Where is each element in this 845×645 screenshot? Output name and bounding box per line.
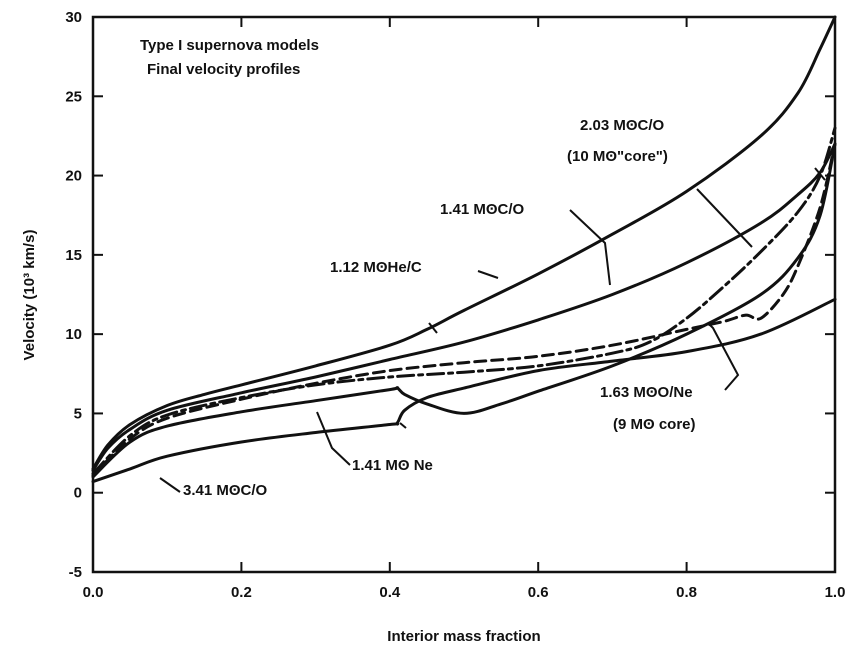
y-tick-label: 25 bbox=[65, 88, 82, 105]
x-axis-label: Interior mass fraction bbox=[387, 628, 540, 645]
x-tick-label: 0.0 bbox=[83, 584, 104, 601]
x-tick-label: 0.2 bbox=[231, 584, 252, 601]
annot-1-63-one-core: (9 Mʘ core) bbox=[613, 416, 696, 433]
y-tick-label: 10 bbox=[65, 326, 82, 343]
axis-ticks: 0.0 0.2 0.4 0.6 0.8 1.0 -5 0 5 10 15 20 25 30 bbox=[65, 9, 845, 601]
chart-title: Type I supernova models bbox=[140, 37, 319, 54]
annot-2-03-co-core: (10 Mʘ"core") bbox=[567, 148, 668, 165]
break-mark-top bbox=[814, 167, 826, 181]
plot-frame bbox=[91, 15, 837, 574]
leader-1-41-co-upper bbox=[569, 209, 611, 286]
leader-3-41-co bbox=[159, 477, 181, 493]
annot-3-41-co: 3.41 MʘC/O bbox=[183, 482, 268, 499]
break-mark-hec bbox=[428, 322, 438, 334]
series-line-0 bbox=[91, 15, 837, 471]
leader-1-12-hec bbox=[477, 270, 499, 279]
series-line-2 bbox=[91, 126, 837, 476]
series-group bbox=[91, 15, 837, 484]
y-tick-label: 20 bbox=[65, 168, 82, 185]
y-tick-label: 0 bbox=[74, 485, 82, 502]
x-tick-label: 0.8 bbox=[676, 584, 697, 601]
y-tick-label: 30 bbox=[65, 9, 82, 26]
series-line-3 bbox=[91, 142, 837, 477]
x-tick-label: 1.0 bbox=[825, 584, 845, 601]
annotation-leaders bbox=[159, 167, 826, 493]
series-line-5 bbox=[91, 297, 837, 484]
y-tick-label: 15 bbox=[65, 247, 82, 264]
leader-1-63-one bbox=[709, 324, 740, 391]
annot-1-41-co: 1.41 MʘC/O bbox=[440, 201, 525, 218]
annot-1-12-hec: 1.12 MʘHe/C bbox=[330, 259, 422, 276]
annot-2-03-co: 2.03 MʘC/O bbox=[580, 117, 665, 134]
series-line-1 bbox=[91, 142, 837, 472]
annot-1-41-ne: 1.41 Mʘ Ne bbox=[352, 457, 433, 474]
x-tick-label: 0.6 bbox=[528, 584, 549, 601]
series-line-4 bbox=[91, 142, 837, 479]
break-mark-ne bbox=[399, 422, 407, 429]
y-axis-label: Velocity (10³ km/s) bbox=[21, 230, 38, 361]
y-tick-label: -5 bbox=[69, 564, 82, 581]
annot-1-63-one: 1.63 MʘO/Ne bbox=[600, 384, 693, 401]
x-tick-label: 0.4 bbox=[379, 584, 401, 601]
y-tick-label: 5 bbox=[74, 405, 82, 422]
leader-2-03-co bbox=[696, 188, 753, 248]
chart-subtitle: Final velocity profiles bbox=[147, 61, 300, 78]
leader-1-41-ne bbox=[316, 411, 351, 466]
